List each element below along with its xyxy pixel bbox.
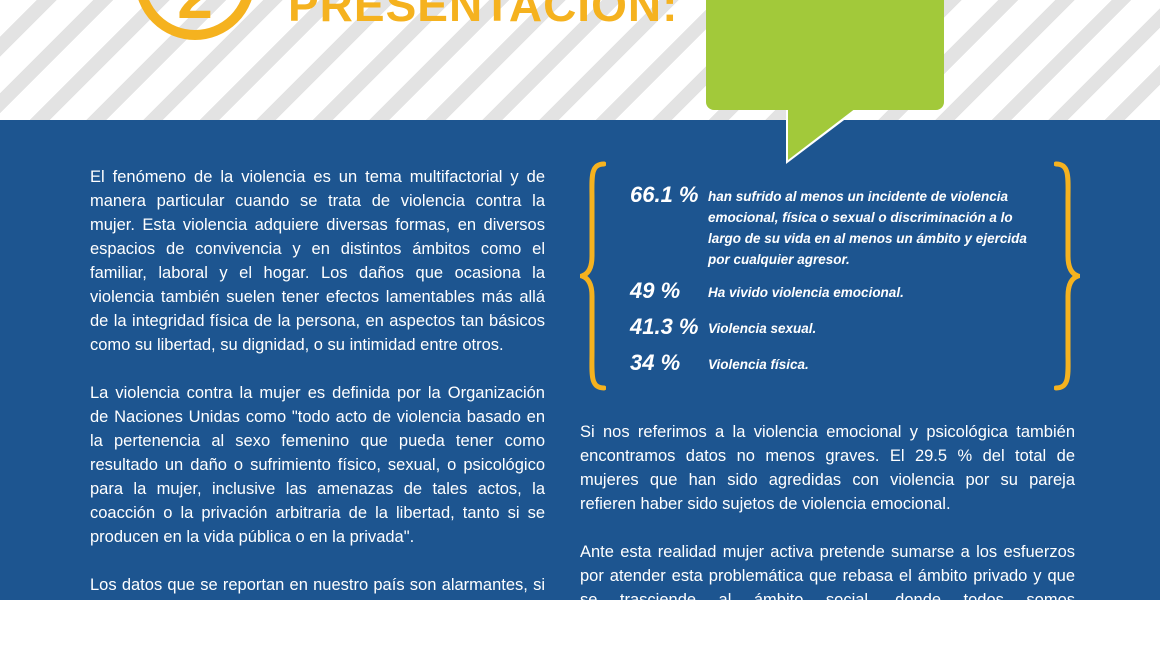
stat-value: 49 % bbox=[630, 278, 681, 303]
speech-bubble-tail bbox=[788, 108, 856, 160]
speech-bubble bbox=[706, 0, 944, 110]
paragraph: Si nos referimos a la violencia emociona… bbox=[580, 423, 1075, 513]
content-panel bbox=[0, 120, 1160, 600]
stat-description: han sufrido al menos un incidente de vio… bbox=[708, 189, 1027, 267]
paragraph: La violencia contra la mujer es definida… bbox=[90, 384, 545, 546]
stat-value: 41.3 % bbox=[630, 314, 699, 339]
header-banner: 2 PRESENTACIÓN: bbox=[0, 0, 1160, 120]
paragraph: El fenómeno de la violencia es un tema m… bbox=[90, 168, 545, 354]
stat-description: Violencia sexual. bbox=[708, 321, 817, 336]
stat-description: Violencia física. bbox=[708, 357, 809, 372]
stat-value: 66.1 % bbox=[630, 182, 699, 207]
right-brace-icon bbox=[1054, 160, 1080, 392]
stat-value: 34 % bbox=[630, 350, 681, 375]
paragraph: Ante esta realidad mujer activa pretende… bbox=[580, 543, 1075, 633]
left-column: El fenómeno de la violencia es un tema m… bbox=[90, 165, 545, 645]
page-title: PRESENTACIÓN: bbox=[288, 0, 679, 31]
section-number: 2 bbox=[145, 0, 245, 28]
right-column: Si nos referimos a la violencia emociona… bbox=[580, 420, 1075, 660]
statistics-box: 66.1 % han sufrido al menos un incidente… bbox=[580, 160, 1080, 392]
left-brace-icon bbox=[580, 160, 606, 392]
stat-description: Ha vivido violencia emocional. bbox=[708, 285, 904, 300]
section-number-badge: 2 bbox=[135, 0, 255, 40]
paragraph: Los datos que se reportan en nuestro paí… bbox=[90, 576, 545, 618]
